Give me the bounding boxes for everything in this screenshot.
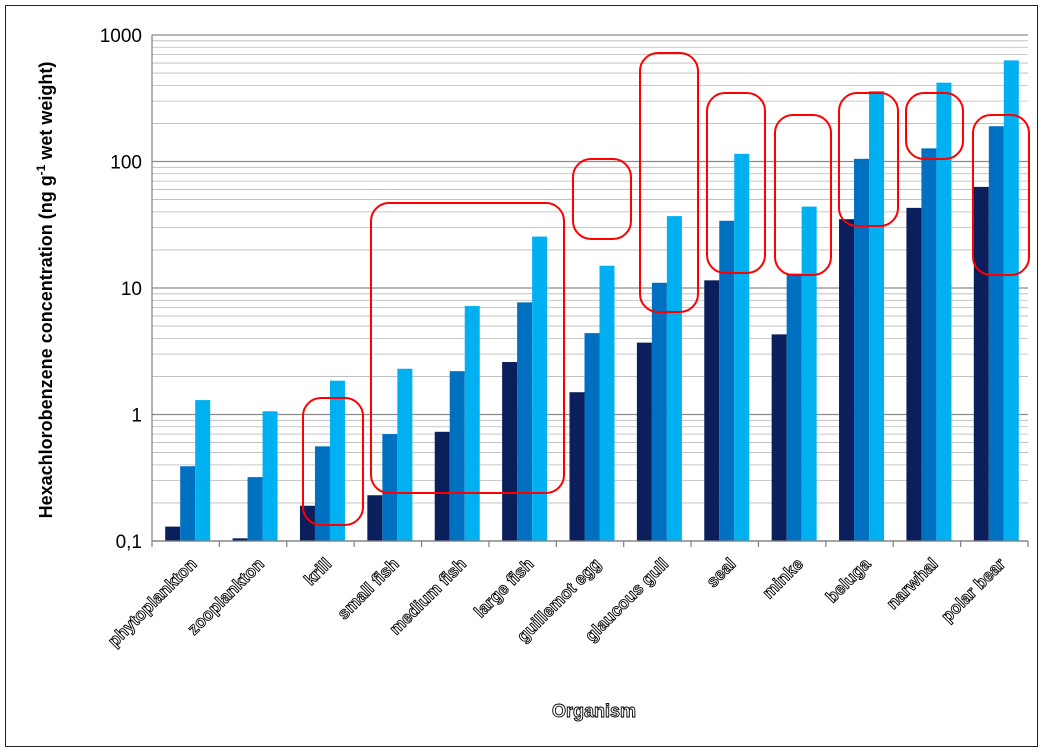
y-tick-label: 100 (110, 153, 142, 174)
annotation-box (302, 397, 364, 526)
bar-polar-bear-s2 (988, 126, 1004, 541)
x-tick-label: krill (300, 554, 335, 589)
bar-phytoplankton-s2 (180, 466, 196, 541)
bar-narwhal-s1 (906, 207, 922, 541)
annotation-box (905, 92, 964, 160)
bar-narwhal-s2 (921, 148, 937, 541)
bar-beluga-s2 (854, 158, 870, 541)
bar-phytoplankton-s3 (195, 400, 211, 541)
bar-zooplankton-s2 (247, 477, 263, 541)
bar-small-fish-s2 (382, 434, 398, 541)
annotation-box (972, 114, 1030, 276)
bar-phytoplankton-s1 (165, 526, 181, 541)
y-tick-label: 1000 (100, 26, 142, 47)
bar-beluga-s3 (869, 91, 885, 541)
bar-medium-fish-s1 (434, 431, 450, 541)
x-tick-label: polar bear (938, 554, 1010, 626)
x-tick-label: narwhal (883, 554, 942, 613)
bar-glaucous-gull-s1 (636, 342, 652, 541)
bars (165, 60, 1019, 541)
y-tick-label: 10 (121, 279, 142, 300)
bar-seal-s2 (719, 220, 735, 541)
bar-small-fish-s1 (367, 495, 383, 541)
x-tick-label: minke (759, 554, 807, 602)
bar-polar-bear-s3 (1003, 60, 1019, 541)
x-tick-label: large fish (471, 554, 538, 621)
bar-guillemot-egg-s2 (584, 333, 600, 541)
annotation-boxes (302, 52, 1030, 526)
y-axis-title: Hexachlorobenzene concentration (ng g-1 … (34, 62, 56, 519)
bar-small-fish-s3 (397, 368, 413, 541)
bar-seal-s3 (734, 153, 750, 541)
annotation-box (370, 202, 565, 494)
annotation-box (639, 52, 699, 313)
bar-minke-s1 (771, 334, 787, 541)
bar-large-fish-s1 (502, 362, 518, 541)
bar-medium-fish-s2 (449, 371, 465, 541)
y-tick-label: 1 (131, 406, 142, 427)
bar-krill-s2 (314, 446, 330, 541)
bar-medium-fish-s3 (464, 306, 480, 541)
bar-guillemot-egg-s3 (599, 265, 615, 541)
annotation-box (572, 158, 632, 240)
bar-seal-s1 (704, 280, 720, 541)
bar-polar-bear-s1 (973, 186, 989, 541)
bar-beluga-s1 (839, 219, 855, 541)
bar-narwhal-s3 (936, 82, 952, 541)
bar-glaucous-gull-s3 (666, 216, 682, 541)
bar-zooplankton-s3 (262, 411, 278, 541)
bar-guillemot-egg-s1 (569, 392, 585, 541)
x-tick-label: small fish (334, 554, 403, 623)
axes (151, 35, 1029, 547)
x-tick-label: phytoplankton (104, 554, 200, 650)
x-tick-label: beluga (822, 554, 875, 607)
bar-large-fish-s2 (517, 302, 533, 541)
annotation-box (706, 92, 766, 274)
y-tick-labels: 0,1 1 10 100 1000 (100, 26, 142, 553)
bar-large-fish-s3 (532, 236, 548, 541)
annotation-box (774, 114, 832, 276)
bar-glaucous-gull-s2 (651, 282, 667, 541)
x-axis-title: Organism (552, 701, 636, 721)
bar-krill-s3 (329, 380, 345, 541)
bar-minke-s3 (801, 206, 817, 541)
bar-minke-s2 (786, 273, 802, 541)
bar-zooplankton-s1 (232, 538, 248, 541)
x-tick-label: seal (703, 554, 740, 591)
annotation-box (838, 92, 899, 227)
y-tick-label: 0,1 (116, 532, 142, 553)
